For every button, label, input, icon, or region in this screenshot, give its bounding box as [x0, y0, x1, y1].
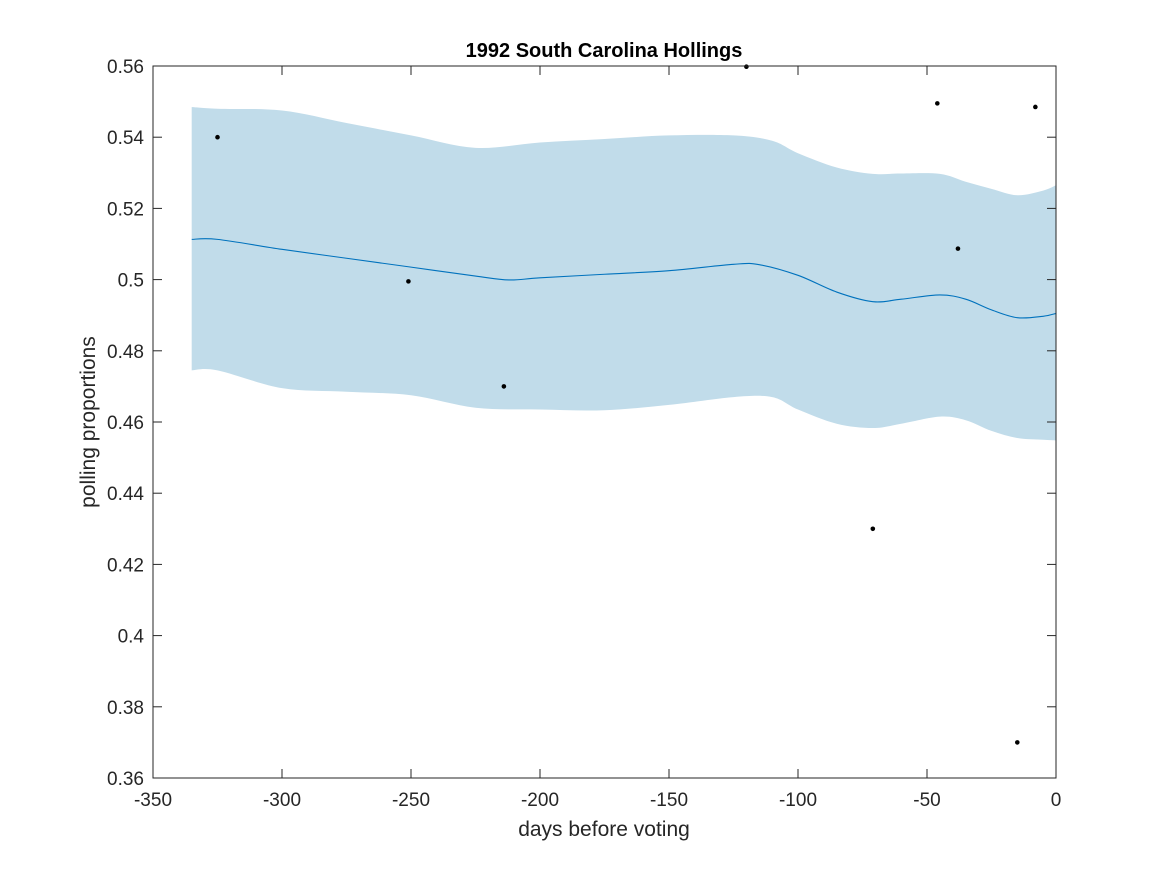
- y-tick-label: 0.46: [107, 413, 144, 434]
- mean-trend-line: [191, 238, 1057, 319]
- poll-point: [935, 101, 940, 106]
- x-tick-label: -300: [263, 790, 301, 811]
- poll-point: [744, 64, 749, 70]
- x-tick-label: -50: [913, 790, 940, 811]
- y-tick-label: 0.4: [118, 627, 145, 648]
- poll-points: [215, 64, 1038, 745]
- x-ticks: -350 -300 -250 -200 -150 -100 -50 0: [134, 66, 1061, 811]
- y-tick-label: 0.52: [107, 199, 144, 220]
- x-tick-label: -100: [779, 790, 817, 811]
- poll-point: [1015, 740, 1020, 745]
- chart-title: 1992 South Carolina Hollings: [466, 40, 743, 62]
- poll-point: [1033, 104, 1038, 110]
- y-tick-label: 0.5: [118, 271, 144, 292]
- y-tick-label: 0.44: [107, 484, 144, 505]
- x-tick-label: -150: [650, 790, 688, 811]
- poll-point: [955, 246, 961, 251]
- poll-point: [501, 384, 507, 389]
- x-tick-label: -250: [392, 790, 430, 811]
- x-tick-label: -350: [134, 790, 172, 811]
- trend-line: [191, 238, 1057, 319]
- poll-point: [406, 279, 411, 284]
- y-axis-label: polling proportions: [77, 336, 100, 508]
- y-tick-label: 0.36: [107, 769, 144, 790]
- poll-point: [870, 526, 876, 532]
- y-tick-label: 0.38: [107, 698, 144, 719]
- poll-point: [215, 134, 220, 140]
- y-tick-label: 0.42: [107, 555, 144, 576]
- x-axis-label: days before voting: [518, 818, 690, 841]
- y-tick-label: 0.54: [107, 128, 144, 149]
- x-tick-label: -200: [521, 790, 559, 811]
- x-tick-label: 0: [1051, 790, 1062, 811]
- y-tick-label: 0.48: [107, 342, 144, 363]
- y-ticks: 0.36 0.38 0.4 0.42 0.44 0.46 0.48 0.5 0.52 0.54 0.…: [107, 57, 1056, 790]
- y-tick-label: 0.56: [107, 57, 144, 78]
